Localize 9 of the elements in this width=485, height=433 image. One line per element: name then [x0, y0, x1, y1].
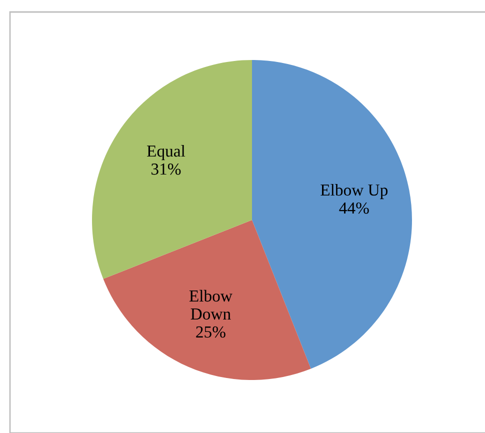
slice-label: Elbow Up: [320, 184, 388, 200]
data-label: 44%: [339, 202, 369, 214]
data-label: 31%: [152, 163, 181, 175]
pie-slice: [92, 60, 252, 279]
pie-slice: [252, 60, 412, 369]
pie-slice: [103, 220, 311, 380]
slice-label: Elbow Down: [189, 290, 232, 320]
data-label: 25%: [196, 326, 226, 338]
slice-label: Equal: [147, 144, 186, 160]
